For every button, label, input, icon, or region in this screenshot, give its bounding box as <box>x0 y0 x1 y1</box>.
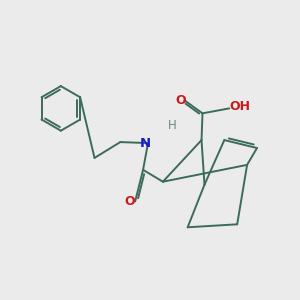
Text: H: H <box>168 119 177 132</box>
Text: O: O <box>175 94 185 107</box>
Text: N: N <box>140 136 151 150</box>
Text: OH: OH <box>229 100 250 113</box>
Text: O: O <box>124 195 134 208</box>
